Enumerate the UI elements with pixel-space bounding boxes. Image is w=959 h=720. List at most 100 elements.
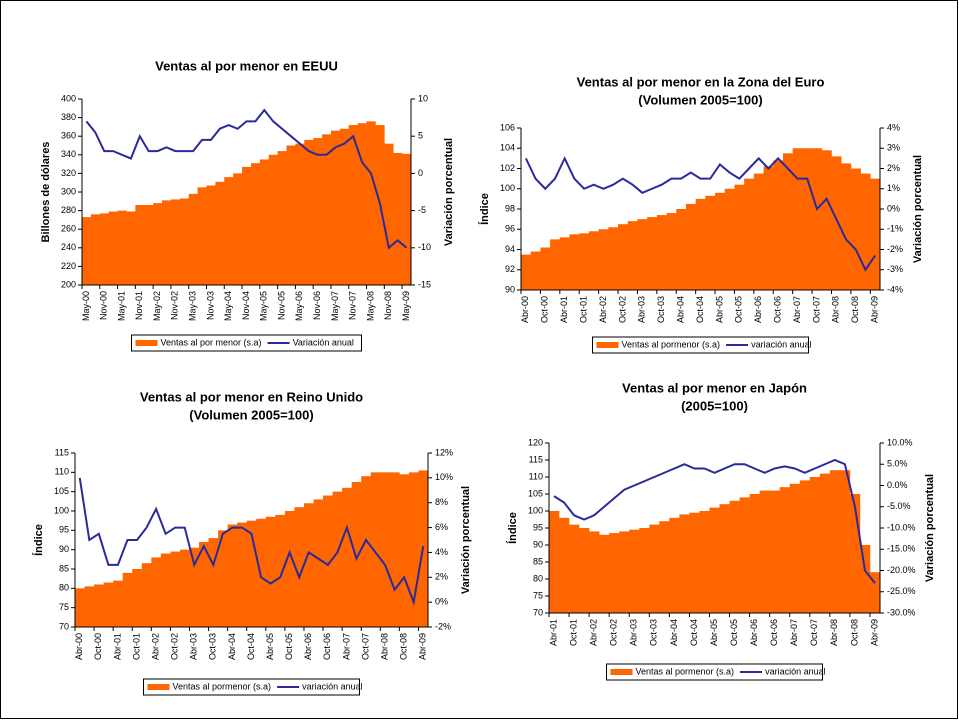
legend-box [143, 678, 360, 696]
bar [829, 470, 841, 613]
y2-tick-label: -2% [887, 244, 903, 254]
x-tick-label: Abr-09 [870, 296, 880, 323]
bar [304, 139, 314, 285]
y-tick-label: 200 [61, 279, 76, 289]
x-tick-label: Oct-05 [729, 619, 739, 646]
x-tick-label: Nov-05 [276, 291, 286, 320]
bar [294, 507, 305, 627]
y-tick-label: 105 [528, 488, 543, 498]
y2-tick-label: 0 [418, 168, 423, 178]
y-tick-label: 400 [61, 93, 76, 103]
bar [812, 148, 823, 290]
bar [313, 499, 324, 627]
x-tick-label: Nov-04 [241, 291, 251, 320]
bar [215, 181, 225, 285]
bar [647, 217, 658, 290]
y-tick-label: 80 [59, 583, 69, 593]
legend-label: Ventas al por menor (s.a) [161, 337, 262, 347]
y-tick-label: 340 [61, 149, 76, 159]
bar [179, 198, 190, 285]
bar [719, 504, 730, 613]
bar [323, 495, 333, 627]
bar [132, 569, 143, 627]
y-tick-label: 95 [59, 525, 69, 535]
x-tick-label: Abr-07 [341, 633, 351, 660]
y-tick-label: 240 [61, 242, 76, 252]
x-tick-label: Nov-00 [99, 291, 109, 320]
y-tick-label: 360 [61, 131, 76, 141]
bar [695, 198, 706, 290]
x-tick-label: Oct-08 [849, 619, 859, 646]
y-tick-label: 120 [528, 437, 543, 447]
bar [399, 474, 410, 627]
bar [259, 159, 270, 285]
x-tick-label: Abr-04 [669, 619, 679, 646]
bar [330, 130, 341, 285]
x-tick-label: Abr-04 [227, 633, 237, 660]
x-tick-label: Oct-03 [656, 296, 666, 323]
x-tick-label: Abr-06 [303, 633, 313, 660]
x-tick-label: Oct-03 [649, 619, 659, 646]
bar [850, 168, 861, 290]
legend-box [131, 334, 362, 352]
bar [779, 487, 791, 613]
y-axis-label: Índice [506, 512, 519, 544]
bar [656, 215, 667, 290]
bar [666, 213, 677, 290]
x-tick-label: Abr-02 [150, 633, 160, 660]
y-tick-label: 280 [61, 205, 76, 215]
bar [729, 500, 740, 613]
x-tick-label: May-00 [81, 291, 91, 321]
y2-tick-label: 5.0% [887, 459, 908, 469]
bar [84, 586, 95, 627]
y2-tick-label: 4% [887, 122, 900, 132]
x-tick-label: Abr-02 [598, 296, 608, 323]
y-tick-label: 320 [61, 168, 76, 178]
x-tick-label: Oct-06 [769, 619, 779, 646]
y2-tick-label: 2% [435, 572, 448, 582]
legend-swatch [610, 669, 633, 675]
bar [609, 533, 620, 613]
x-tick-label: Abr-00 [74, 633, 84, 660]
y-tick-label: 70 [59, 621, 69, 631]
bar [339, 128, 350, 285]
bar [237, 522, 248, 627]
y-tick-label: 110 [529, 471, 543, 481]
bar [841, 163, 852, 290]
bar [351, 482, 362, 627]
bar [199, 541, 209, 627]
y2-tick-label: -20.0% [887, 565, 916, 575]
y2-tick-label: 1% [887, 183, 900, 193]
bar [559, 517, 570, 613]
legend-box [606, 663, 823, 681]
bar [295, 143, 305, 285]
bar [103, 582, 114, 627]
y-tick-label: 115 [529, 454, 543, 464]
y-tick-label: 110 [55, 467, 69, 477]
chart-subtitle: (2005=100) [681, 398, 748, 413]
x-tick-label: Nov-02 [170, 291, 180, 320]
bar [402, 153, 412, 285]
y-tick-label: 115 [55, 447, 69, 457]
bar [227, 524, 238, 627]
chart-title: Ventas al por menor en Reino Unido [140, 389, 363, 404]
y-tick-label: 85 [59, 563, 69, 573]
y2-tick-label: -4% [887, 284, 903, 294]
bar [90, 214, 101, 285]
x-tick-label: Oct-02 [617, 296, 627, 323]
y2-tick-label: -5.0% [887, 501, 911, 511]
y-tick-label: 85 [533, 556, 543, 566]
x-tick-label: Oct-00 [93, 633, 103, 660]
y2-tick-label: 10 [418, 93, 428, 103]
bar [669, 517, 680, 613]
y-tick-label: 75 [533, 590, 543, 600]
y2-tick-label: -25.0% [887, 586, 916, 596]
bar [734, 184, 745, 290]
bar [627, 221, 638, 290]
x-tick-label: Nov-03 [205, 291, 215, 320]
x-tick-label: Abr-03 [637, 296, 647, 323]
x-tick-label: May-09 [401, 291, 411, 321]
bar [521, 254, 532, 290]
bar [122, 572, 133, 627]
bar [153, 203, 163, 285]
